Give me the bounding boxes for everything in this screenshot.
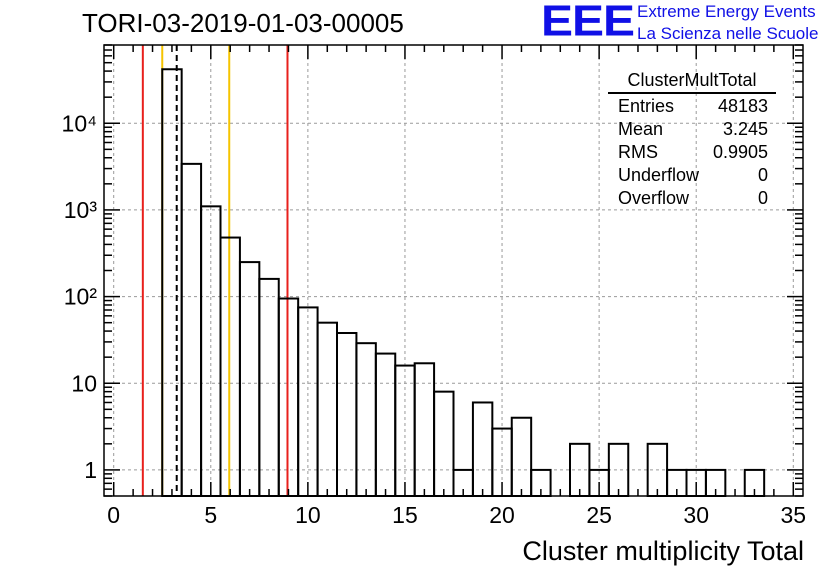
y-tick-label: 1 <box>84 457 97 483</box>
y-tick-label: 10 <box>71 370 97 396</box>
stats-row: Entries 48183 <box>608 95 776 118</box>
x-axis-label: Cluster multiplicity Total <box>522 536 804 566</box>
stats-value: 48183 <box>717 96 768 116</box>
stats-label: Entries <box>618 96 675 116</box>
axes: 0 5 10 15 20 25 30 35 1 10 10² 10³ 10⁴ <box>62 44 806 528</box>
histogram-bar <box>471 401 494 498</box>
stats-row: Underflow 0 <box>608 164 776 187</box>
stats-value: 0 <box>757 165 768 185</box>
stats-label: Overflow <box>618 188 690 208</box>
stats-value: 3.245 <box>722 119 768 139</box>
stats-row: Overflow 0 <box>608 187 776 210</box>
x-tick-label: 0 <box>107 502 120 528</box>
histogram-bar <box>607 442 630 498</box>
histogram-bar <box>238 261 261 497</box>
logo-line-1: Extreme Energy Events <box>637 2 816 21</box>
y-tick-label: 10³ <box>64 197 98 223</box>
stats-label: RMS <box>618 142 658 162</box>
histogram-bar <box>355 342 377 497</box>
stats-title: ClusterMultTotal <box>608 70 776 94</box>
histogram-bar <box>433 390 455 498</box>
x-tick-label: 35 <box>780 502 806 528</box>
histogram-bar <box>161 68 183 497</box>
x-tick-label: 10 <box>295 502 321 528</box>
chart-title: TORI-03-2019-01-03-00005 <box>82 8 404 38</box>
x-tick-label: 20 <box>489 502 515 528</box>
x-tick-label: 30 <box>683 502 709 528</box>
x-tick-label: 15 <box>392 502 418 528</box>
stats-label: Underflow <box>618 165 700 185</box>
y-tick-label: 10⁴ <box>62 110 97 136</box>
eee-logo: EEE <box>541 0 635 46</box>
stats-box: ClusterMultTotal Entries 48183 Mean 3.24… <box>608 70 776 210</box>
stats-label: Mean <box>618 119 664 139</box>
stats-row: Mean 3.245 <box>608 118 776 141</box>
histogram-bar <box>374 352 397 497</box>
stats-value: 0.9905 <box>712 142 768 162</box>
x-tick-label: 5 <box>204 502 217 528</box>
logo-line-2: La Scienza nelle Scuole <box>637 24 819 43</box>
marker-lines <box>141 45 289 496</box>
stats-row: RMS 0.9905 <box>608 141 776 164</box>
histogram-bar <box>258 277 280 498</box>
histogram-bar <box>336 332 358 497</box>
x-tick-label: 25 <box>586 502 612 528</box>
histogram-bar <box>510 416 533 498</box>
stats-value: 0 <box>757 188 768 208</box>
y-tick-label: 10² <box>64 284 98 310</box>
histogram-bar <box>180 162 203 497</box>
